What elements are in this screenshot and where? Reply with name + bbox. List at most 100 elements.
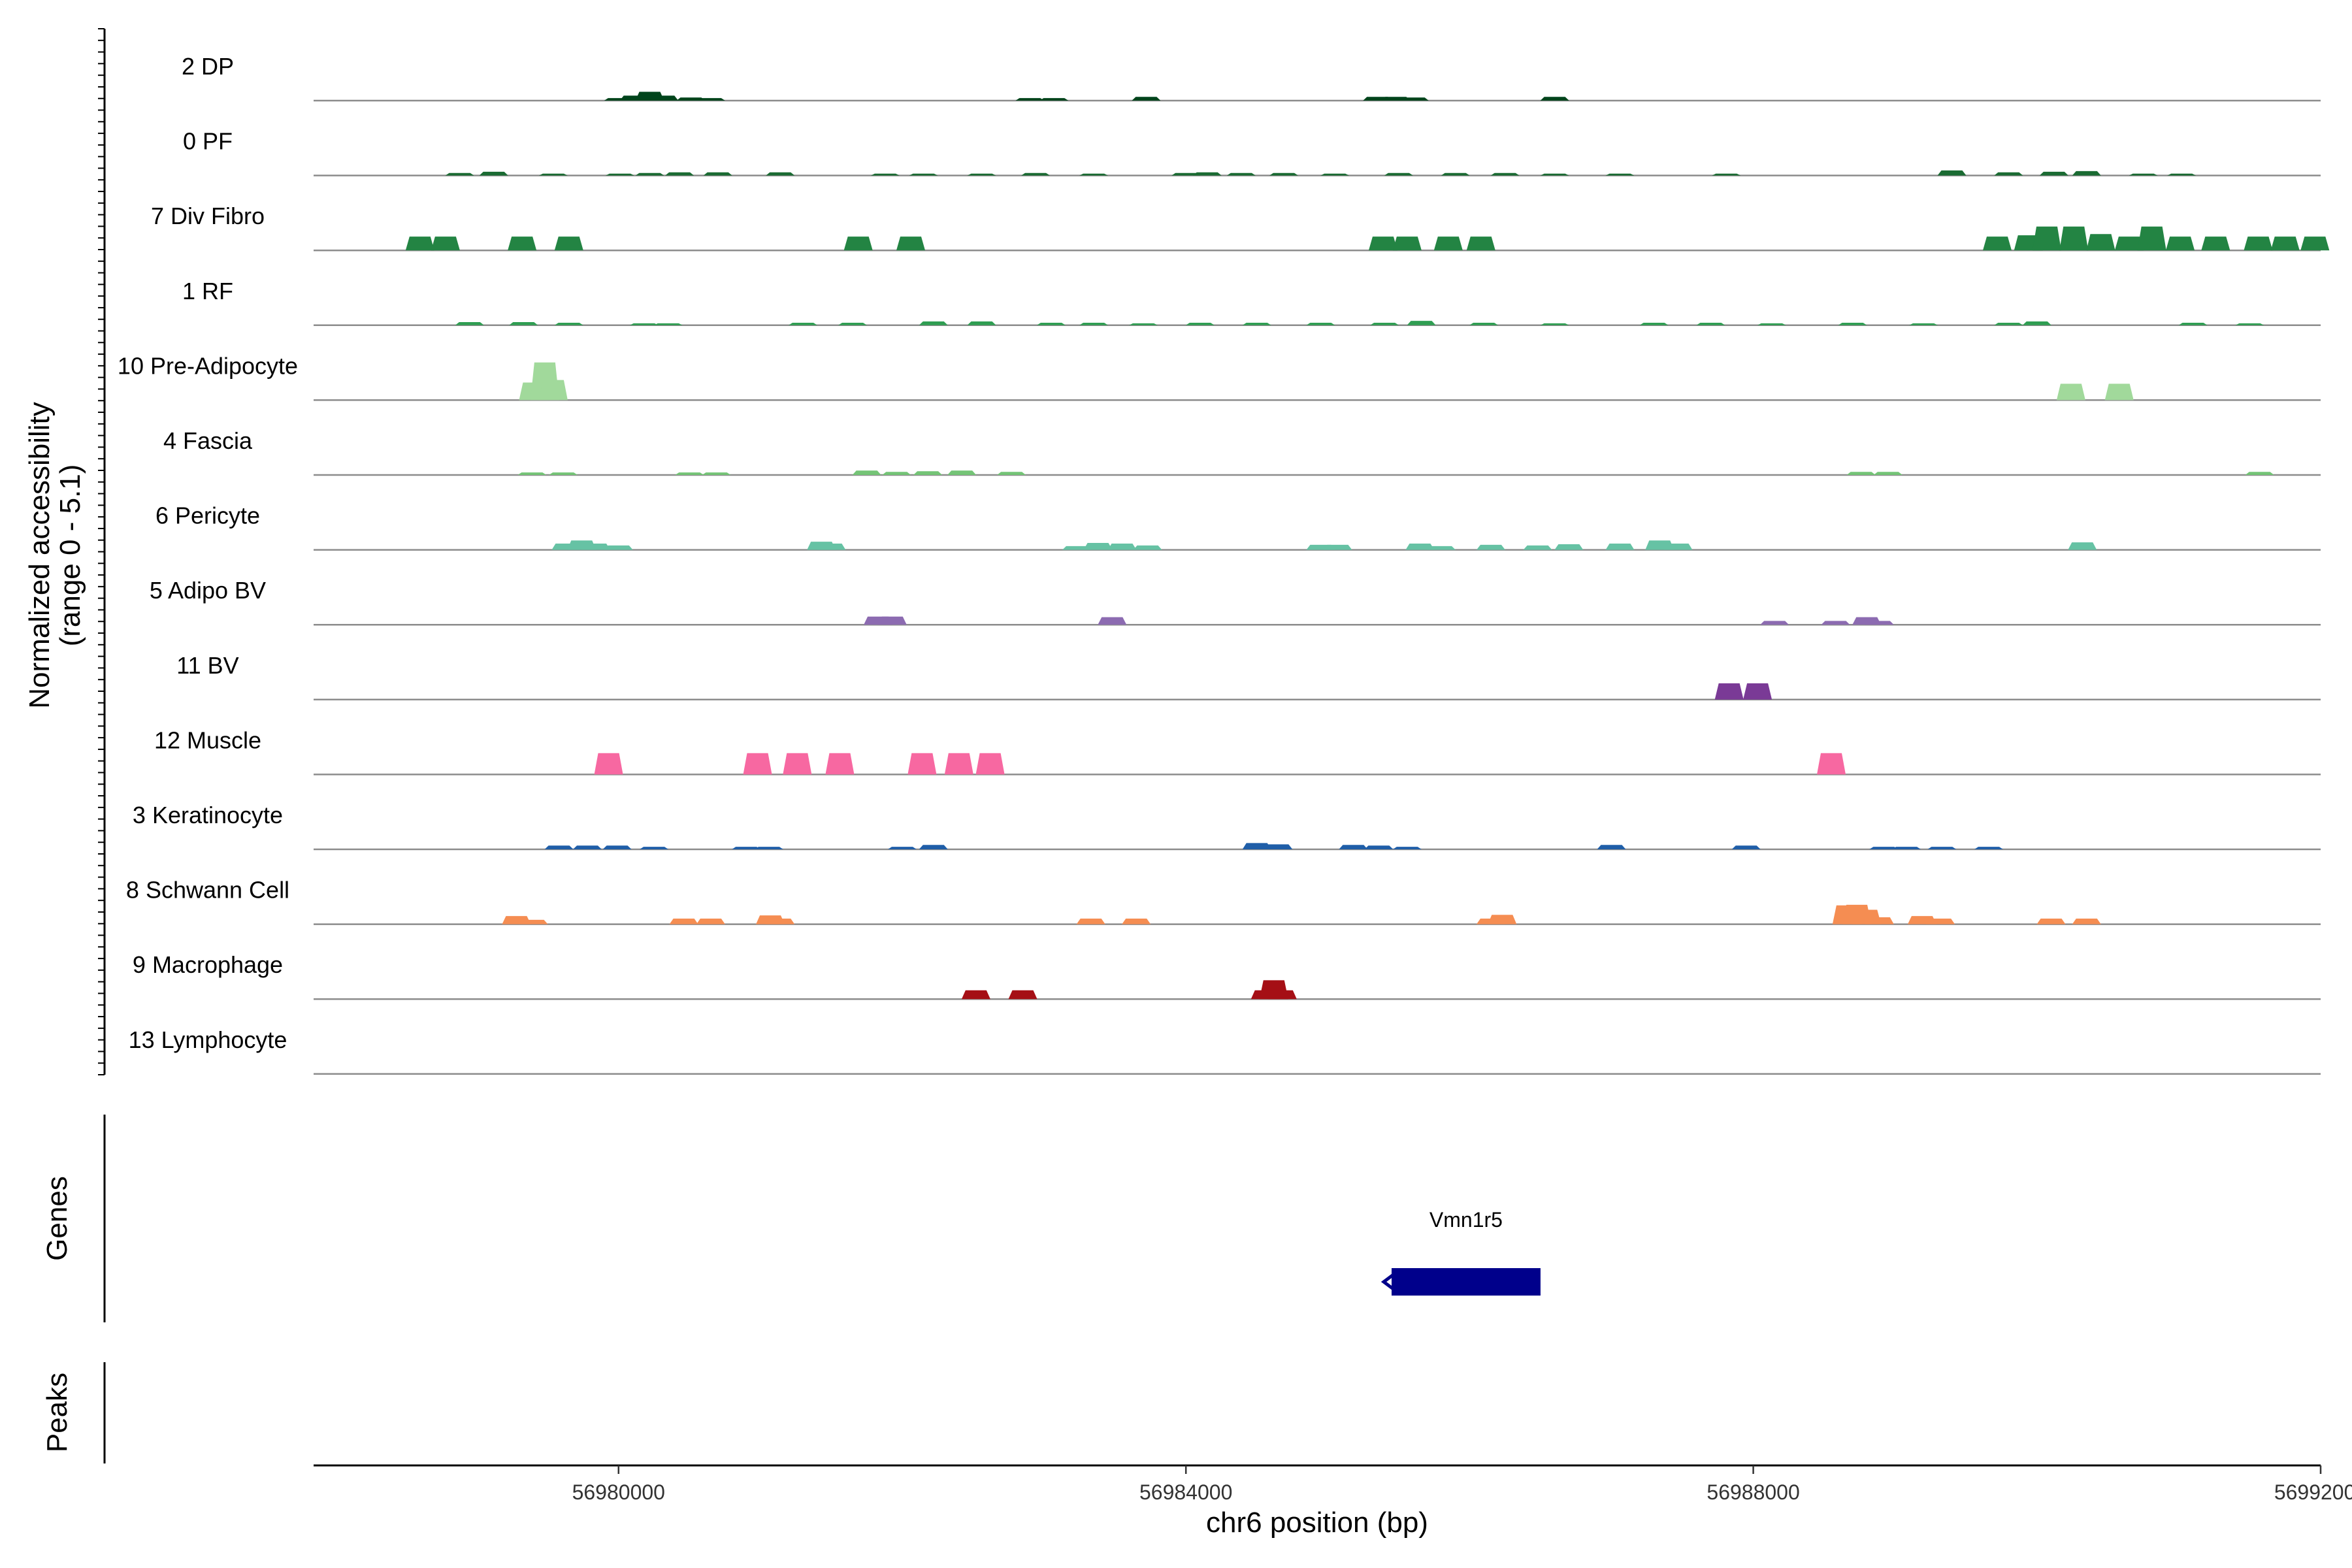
track-label: 13 Lymphocyte	[129, 1026, 287, 1053]
y-axis-subtitle: (range 0 - 5.1)	[54, 465, 86, 647]
x-tick-label: 56988000	[1707, 1480, 1799, 1504]
accessibility-peak	[1039, 98, 1069, 101]
track-10: 12 Muscle	[154, 727, 2321, 776]
accessibility-peak	[852, 470, 881, 475]
accessibility-peak	[2270, 237, 2300, 251]
accessibility-peak	[2032, 226, 2061, 251]
accessibility-peak	[1476, 544, 1505, 550]
accessibility-peak	[554, 237, 583, 251]
accessibility-peak	[445, 172, 474, 176]
accessibility-peak	[783, 753, 812, 775]
accessibility-peak	[2072, 171, 2101, 176]
accessibility-peak	[1466, 237, 1495, 251]
accessibility-peak	[703, 172, 732, 176]
accessibility-peak	[870, 173, 900, 176]
accessibility-peak	[1062, 546, 1092, 550]
accessibility-peak	[1523, 545, 1552, 550]
gene-body	[1391, 1268, 1541, 1296]
accessibility-peak	[877, 616, 907, 625]
accessibility-peak	[896, 237, 926, 251]
accessibility-peak	[967, 321, 996, 325]
accessibility-peak	[838, 322, 867, 325]
accessibility-peak	[573, 845, 602, 849]
accessibility-peak	[2104, 384, 2134, 400]
accessibility-peak	[1320, 173, 1350, 176]
accessibility-peak	[508, 237, 537, 251]
track-14: 13 Lymphocyte	[129, 1026, 2321, 1075]
peaks-panel-label: Peaks	[41, 1373, 73, 1452]
accessibility-peak	[1926, 918, 1955, 924]
accessibility-peak	[1892, 847, 1921, 849]
accessibility-peak	[909, 173, 938, 176]
x-tick-label: 56984000	[1139, 1480, 1232, 1504]
accessibility-peak	[1983, 237, 2012, 251]
accessibility-peak	[1399, 97, 1429, 101]
accessibility-peak	[882, 472, 911, 475]
track-label: 11 BV	[176, 652, 238, 679]
track-13: 9 Macrophage	[133, 951, 2321, 1000]
track-label: 7 Div Fibro	[151, 203, 265, 229]
accessibility-peak	[635, 172, 664, 176]
track-label: 4 Fascia	[163, 427, 253, 454]
accessibility-peak	[1846, 472, 1876, 475]
accessibility-peak	[640, 847, 669, 849]
accessibility-peak	[431, 237, 460, 251]
accessibility-peak	[2059, 226, 2089, 251]
accessibility-peak	[594, 753, 623, 775]
accessibility-peak	[1107, 543, 1137, 550]
accessibility-peak	[665, 172, 694, 176]
accessibility-peak	[702, 472, 731, 475]
track-4: 1 RF	[182, 278, 2321, 327]
accessibility-peak	[2137, 226, 2166, 251]
accessibility-peak	[1339, 845, 1368, 849]
accessibility-peak	[1605, 543, 1635, 550]
accessibility-peak	[1974, 847, 2003, 849]
accessibility-peak	[1927, 847, 1957, 849]
track-label: 2 DP	[182, 53, 234, 80]
track-5: 10 Pre-Adipocyte	[118, 352, 2321, 401]
accessibility-peak	[1122, 918, 1151, 924]
accessibility-peak	[602, 845, 632, 849]
accessibility-peak	[2201, 237, 2230, 251]
accessibility-peak	[1242, 843, 1271, 849]
accessibility-peak	[2129, 173, 2158, 176]
gene-label: Vmn1r5	[1429, 1208, 1503, 1232]
accessibility-peak	[1323, 544, 1352, 550]
accessibility-peak	[1407, 321, 1436, 325]
accessibility-peak	[538, 380, 568, 400]
accessibility-tracks: 2 DP 0 PF 7 Div Fibro 1 RF 10 Pre-Adipocyte 4…	[118, 53, 2330, 1075]
accessibility-peak	[2166, 237, 2195, 251]
accessibility-peak	[1540, 323, 1569, 325]
accessibility-peak	[2068, 542, 2097, 550]
accessibility-peak	[629, 323, 659, 325]
accessibility-peak	[2036, 918, 2066, 924]
accessibility-peak	[405, 237, 434, 251]
accessibility-peak	[696, 98, 725, 101]
accessibility-peak	[1909, 323, 1938, 325]
accessibility-peak	[887, 847, 917, 849]
accessibility-peak	[1760, 621, 1789, 625]
accessibility-peak	[549, 472, 578, 475]
accessibility-peak	[2167, 173, 2197, 176]
genes-panel: Vmn1r5	[1380, 1208, 1541, 1296]
accessibility-peak	[1267, 990, 1297, 1000]
accessibility-peak	[544, 845, 574, 849]
accessibility-peak	[2245, 472, 2274, 475]
accessibility-peak	[947, 470, 977, 475]
accessibility-peak	[2178, 322, 2208, 325]
track-label: 6 Pericyte	[155, 502, 260, 529]
accessibility-peak	[1816, 753, 1846, 775]
accessibility-peak	[653, 323, 683, 325]
accessibility-peak	[1605, 173, 1635, 176]
track-label: 1 RF	[182, 278, 233, 304]
y-axis-bracket	[98, 28, 106, 1075]
x-axis-title: chr6 position (bp)	[1206, 1507, 1428, 1539]
accessibility-peak	[1540, 97, 1569, 101]
accessibility-peak	[1226, 172, 1256, 176]
accessibility-peak	[1008, 990, 1037, 1000]
genes-panel-label: Genes	[41, 1176, 73, 1261]
accessibility-peak	[961, 990, 990, 1000]
accessibility-peak	[581, 543, 611, 550]
accessibility-peak	[1712, 173, 1741, 176]
